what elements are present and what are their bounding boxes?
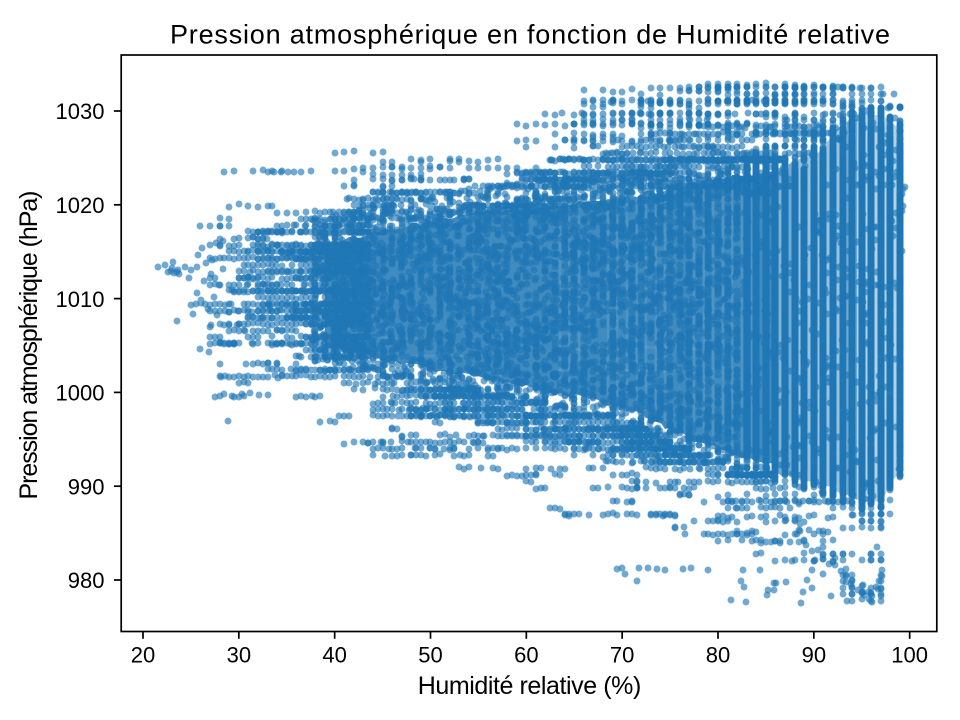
svg-text:1020: 1020 [56,193,105,218]
svg-text:Pression atmosphérique en fonc: Pression atmosphérique en fonction de Hu… [170,19,890,49]
svg-text:30: 30 [227,643,251,668]
svg-text:90: 90 [802,643,826,668]
svg-text:1000: 1000 [56,381,105,406]
svg-text:60: 60 [514,643,538,668]
svg-text:Humidité relative (%): Humidité relative (%) [418,672,642,700]
svg-text:1010: 1010 [56,287,105,312]
svg-text:70: 70 [610,643,634,668]
svg-text:80: 80 [706,643,730,668]
svg-text:990: 990 [68,474,105,499]
svg-text:1030: 1030 [56,99,105,124]
svg-text:40: 40 [322,643,346,668]
svg-text:20: 20 [131,643,155,668]
svg-text:100: 100 [891,643,928,668]
svg-text:Pression atmosphérique (hPa): Pression atmosphérique (hPa) [15,191,43,500]
svg-text:50: 50 [418,643,442,668]
svg-text:980: 980 [68,568,105,593]
